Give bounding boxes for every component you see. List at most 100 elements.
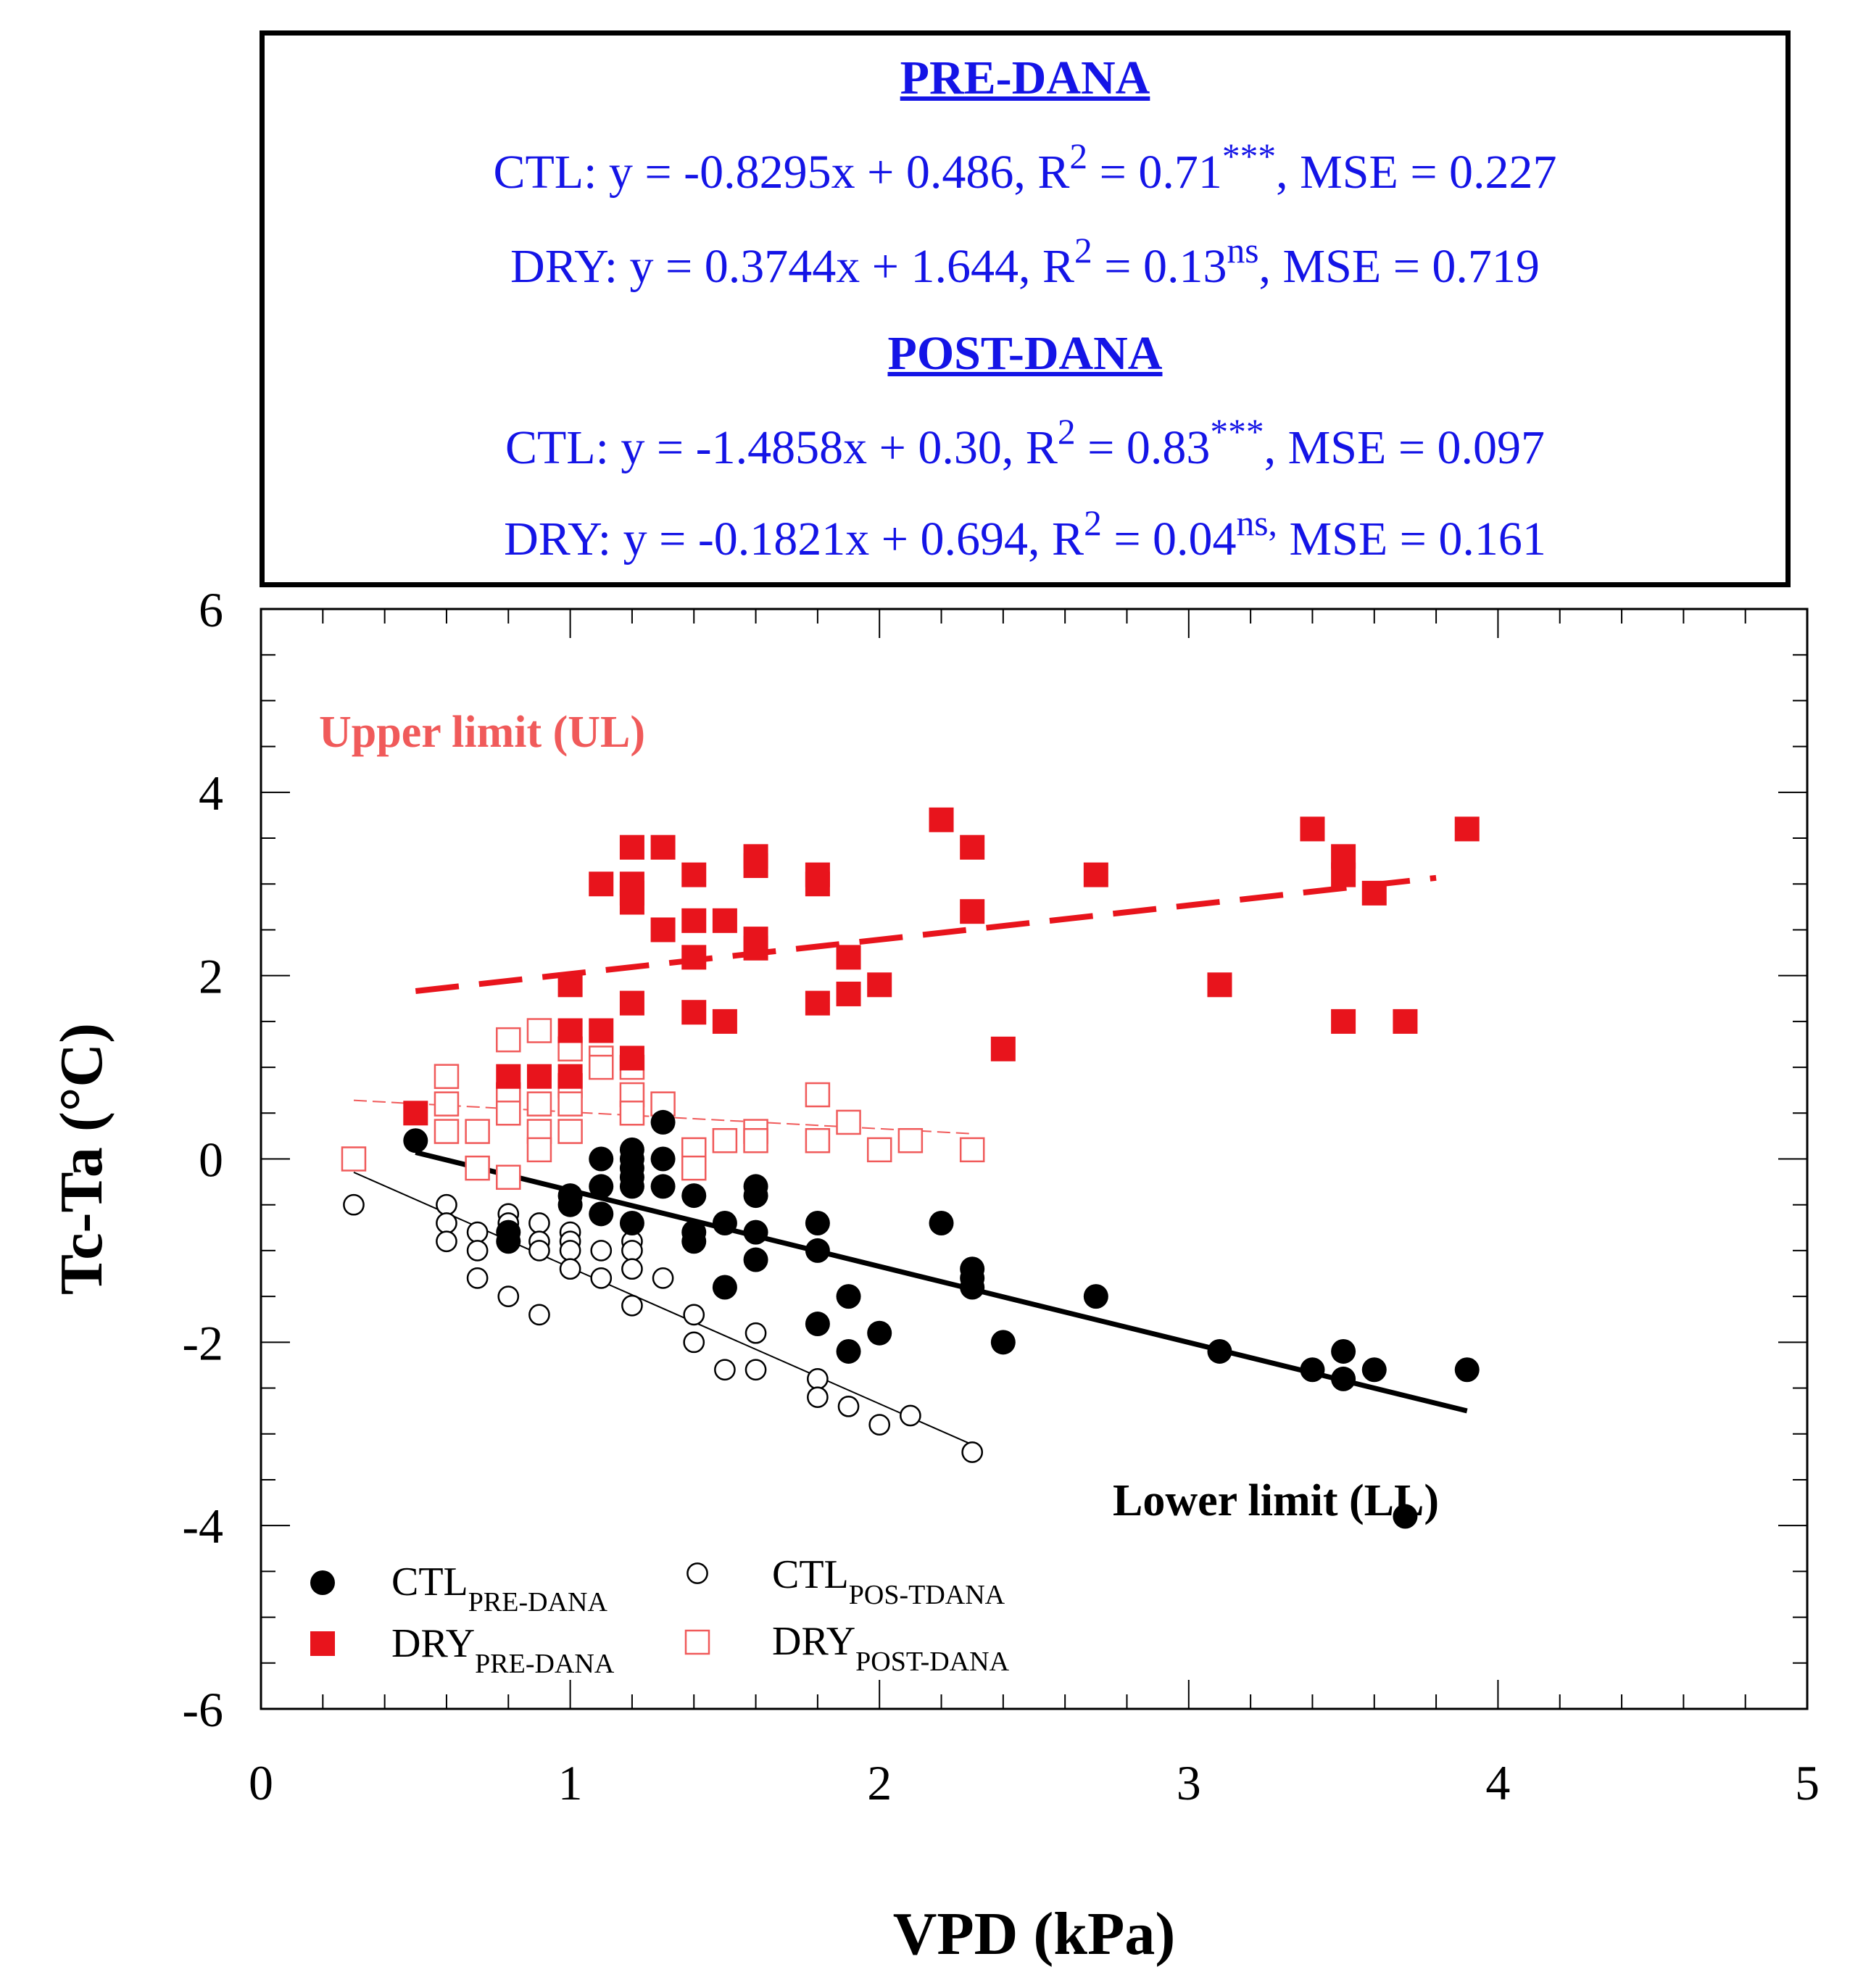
dry-pre-point	[1300, 816, 1325, 842]
dry-post-point	[465, 1155, 490, 1181]
ctl-pre-point	[1331, 1366, 1356, 1391]
ctl-pre-point	[589, 1174, 614, 1199]
dry-post-point	[557, 1091, 583, 1117]
ctl-pre-point	[867, 1320, 892, 1346]
dry-pre-point	[619, 890, 644, 915]
x-axis-title: VPD (kPa)	[893, 1900, 1176, 1968]
dry-pre-point	[619, 1045, 644, 1071]
ctl-pre-point	[681, 1183, 707, 1209]
ctl-post-point	[714, 1359, 736, 1381]
ctl-pre-point	[619, 1210, 644, 1235]
dry-pre-point	[557, 972, 583, 998]
dry-pre-point	[526, 1064, 552, 1089]
ctl-post-legend-label: CTLPOS-TDANA	[772, 1552, 1005, 1610]
ctl-pre-point	[1300, 1357, 1325, 1383]
dry-post-point	[805, 1127, 831, 1154]
ctl-pre-point	[712, 1275, 737, 1300]
ctl-pre-point	[960, 1275, 985, 1300]
ctl-pre-point	[681, 1229, 707, 1254]
x-tick-label: 3	[1177, 1755, 1201, 1810]
ctl-pre-point	[650, 1174, 676, 1199]
dry-post-point	[866, 1137, 892, 1163]
dry-pre-point	[1361, 880, 1387, 906]
dry-post-point	[557, 1119, 583, 1144]
ctl-post-point	[343, 1193, 365, 1216]
dry-post-legend-marker	[684, 1629, 710, 1655]
ctl-pre-point	[403, 1128, 428, 1154]
ctl-post-point	[528, 1212, 550, 1234]
dry-pre-point	[1331, 862, 1356, 887]
y-tick-label: 4	[199, 766, 223, 821]
dry-post-point	[681, 1155, 707, 1181]
post-ctl-equation: CTL: y = -1.4858x + 0.30, R2 = 0.83***, …	[505, 411, 1546, 474]
dry-post-point	[805, 1082, 831, 1108]
ctl-post-point	[807, 1386, 829, 1409]
dry-post-point	[341, 1146, 367, 1172]
ctl-post-point	[497, 1285, 520, 1307]
x-tick-label: 5	[1795, 1755, 1820, 1810]
dry-pre-point	[589, 1018, 614, 1043]
dry-pre-point	[619, 834, 644, 860]
ctl-post-point	[528, 1240, 550, 1262]
dry-pre-point	[743, 853, 768, 878]
dry-post-point	[959, 1137, 985, 1163]
ctl-pre-point	[836, 1338, 861, 1364]
ctl-post-point	[466, 1267, 489, 1289]
ctl-post-point	[466, 1240, 489, 1262]
ctl-post-point	[436, 1230, 457, 1253]
pre-ctl-equation: CTL: y = -0.8295x + 0.486, R2 = 0.71***,…	[493, 136, 1557, 199]
ctl-post-point	[621, 1258, 643, 1280]
ctl-pre-point	[1331, 1338, 1356, 1364]
dry-pre-point	[619, 990, 644, 1016]
ctl-pre-legend-label: CTLPRE-DANA	[391, 1560, 607, 1618]
dry-pre-point	[589, 871, 614, 897]
dry-pre-point	[836, 945, 861, 970]
y-tick-label: 2	[199, 949, 223, 1004]
dry-post-point	[619, 1101, 645, 1126]
dry-pre-point	[681, 908, 707, 933]
ctl-post-point	[807, 1368, 829, 1390]
ctl-pre-point	[589, 1146, 614, 1172]
ctl-post-point	[528, 1304, 550, 1326]
ctl-post-point	[590, 1267, 613, 1289]
dry-pre-point	[681, 945, 707, 970]
ctl-pre-point	[496, 1229, 521, 1254]
plot-frame	[260, 608, 1809, 1710]
ctl-pre-point	[1361, 1357, 1387, 1383]
dry-pre-point	[1393, 1009, 1418, 1034]
ctl-pre-point	[805, 1312, 830, 1337]
ctl-post-point	[900, 1404, 921, 1427]
dry-pre-point	[712, 1009, 737, 1034]
dry-pre-point	[805, 871, 830, 897]
ctl-pre-point	[836, 1284, 861, 1309]
ctl-post-point	[436, 1212, 457, 1234]
dry-pre-point	[1331, 1009, 1356, 1034]
pre-dana-heading: PRE-DANA	[900, 51, 1150, 104]
pre-dry-equation: DRY: y = 0.3744x + 1.644, R2 = 0.13ns, M…	[510, 230, 1540, 293]
dry-pre-point	[805, 990, 830, 1016]
ctl-pre-point	[589, 1201, 614, 1227]
dry-pre-point	[681, 1000, 707, 1025]
y-axis-title: Tc-Ta (°C)	[48, 1023, 115, 1295]
post-dana-heading: POST-DANA	[887, 327, 1163, 380]
ctl-post-point	[652, 1267, 674, 1289]
ctl-post-point	[621, 1294, 643, 1317]
ctl-pre-point	[743, 1183, 768, 1209]
y-tick-label: 0	[199, 1132, 223, 1188]
y-tick-label: -4	[182, 1499, 223, 1554]
ctl-pre-point	[1393, 1504, 1418, 1529]
ctl-post-legend-marker	[687, 1562, 708, 1584]
lower-limit-annotation: Lower limit (LL)	[1113, 1476, 1439, 1525]
ctl-post-point	[590, 1240, 613, 1262]
dry-post-point	[836, 1109, 861, 1135]
dry-pre-point	[743, 935, 768, 961]
x-tick-label: 1	[558, 1755, 583, 1810]
post-dry-equation: DRY: y = -0.1821x + 0.694, R2 = 0.04ns, …	[504, 502, 1546, 566]
dry-post-point	[712, 1127, 738, 1154]
dry-pre-point	[681, 862, 707, 887]
ctl-pre-point	[650, 1109, 676, 1135]
ctl-pre-fit-line	[415, 1150, 1468, 1414]
dry-pre-legend-marker	[310, 1631, 335, 1656]
ctl-pre-point	[743, 1247, 768, 1272]
dry-pre-point	[557, 1018, 583, 1043]
